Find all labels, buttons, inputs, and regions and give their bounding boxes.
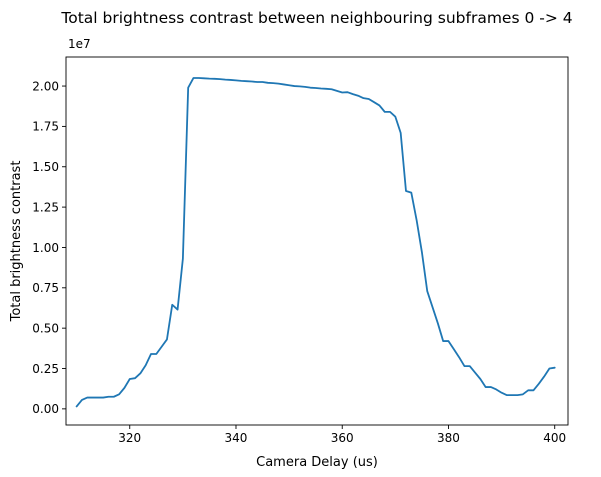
- x-tick-label: 320: [118, 431, 141, 445]
- series-line: [75, 77, 556, 408]
- chart-title: Total brightness contrast between neighb…: [60, 9, 572, 27]
- y-tick-label: 0.25: [32, 362, 59, 376]
- y-tick-label: 2.00: [32, 79, 59, 93]
- x-tick-label: 380: [437, 431, 460, 445]
- x-tick-label: 340: [225, 431, 248, 445]
- x-axis-ticks: 320 340 360 380 400: [118, 425, 566, 445]
- y-tick-label: 1.75: [32, 120, 59, 134]
- x-axis-label: Camera Delay (us): [256, 455, 378, 470]
- plot-frame: [65, 56, 569, 426]
- plot-area: [65, 56, 569, 426]
- y-tick-label: 0.00: [32, 402, 59, 416]
- y-tick-label: 1.50: [32, 160, 59, 174]
- x-tick-label: 360: [331, 431, 354, 445]
- y-tick-label: 0.50: [32, 321, 59, 335]
- y-axis-label: Total brightness contrast: [9, 161, 24, 323]
- y-tick-label: 1.00: [32, 241, 59, 255]
- y-offset-label: 1e7: [68, 37, 91, 51]
- x-tick-label: 400: [543, 431, 566, 445]
- y-tick-label: 1.25: [32, 200, 59, 214]
- y-tick-label: 0.75: [32, 281, 59, 295]
- y-axis-ticks: 0.00 0.25 0.50 0.75 1.00 1.25 1.50 1.75 2.00: [32, 79, 66, 416]
